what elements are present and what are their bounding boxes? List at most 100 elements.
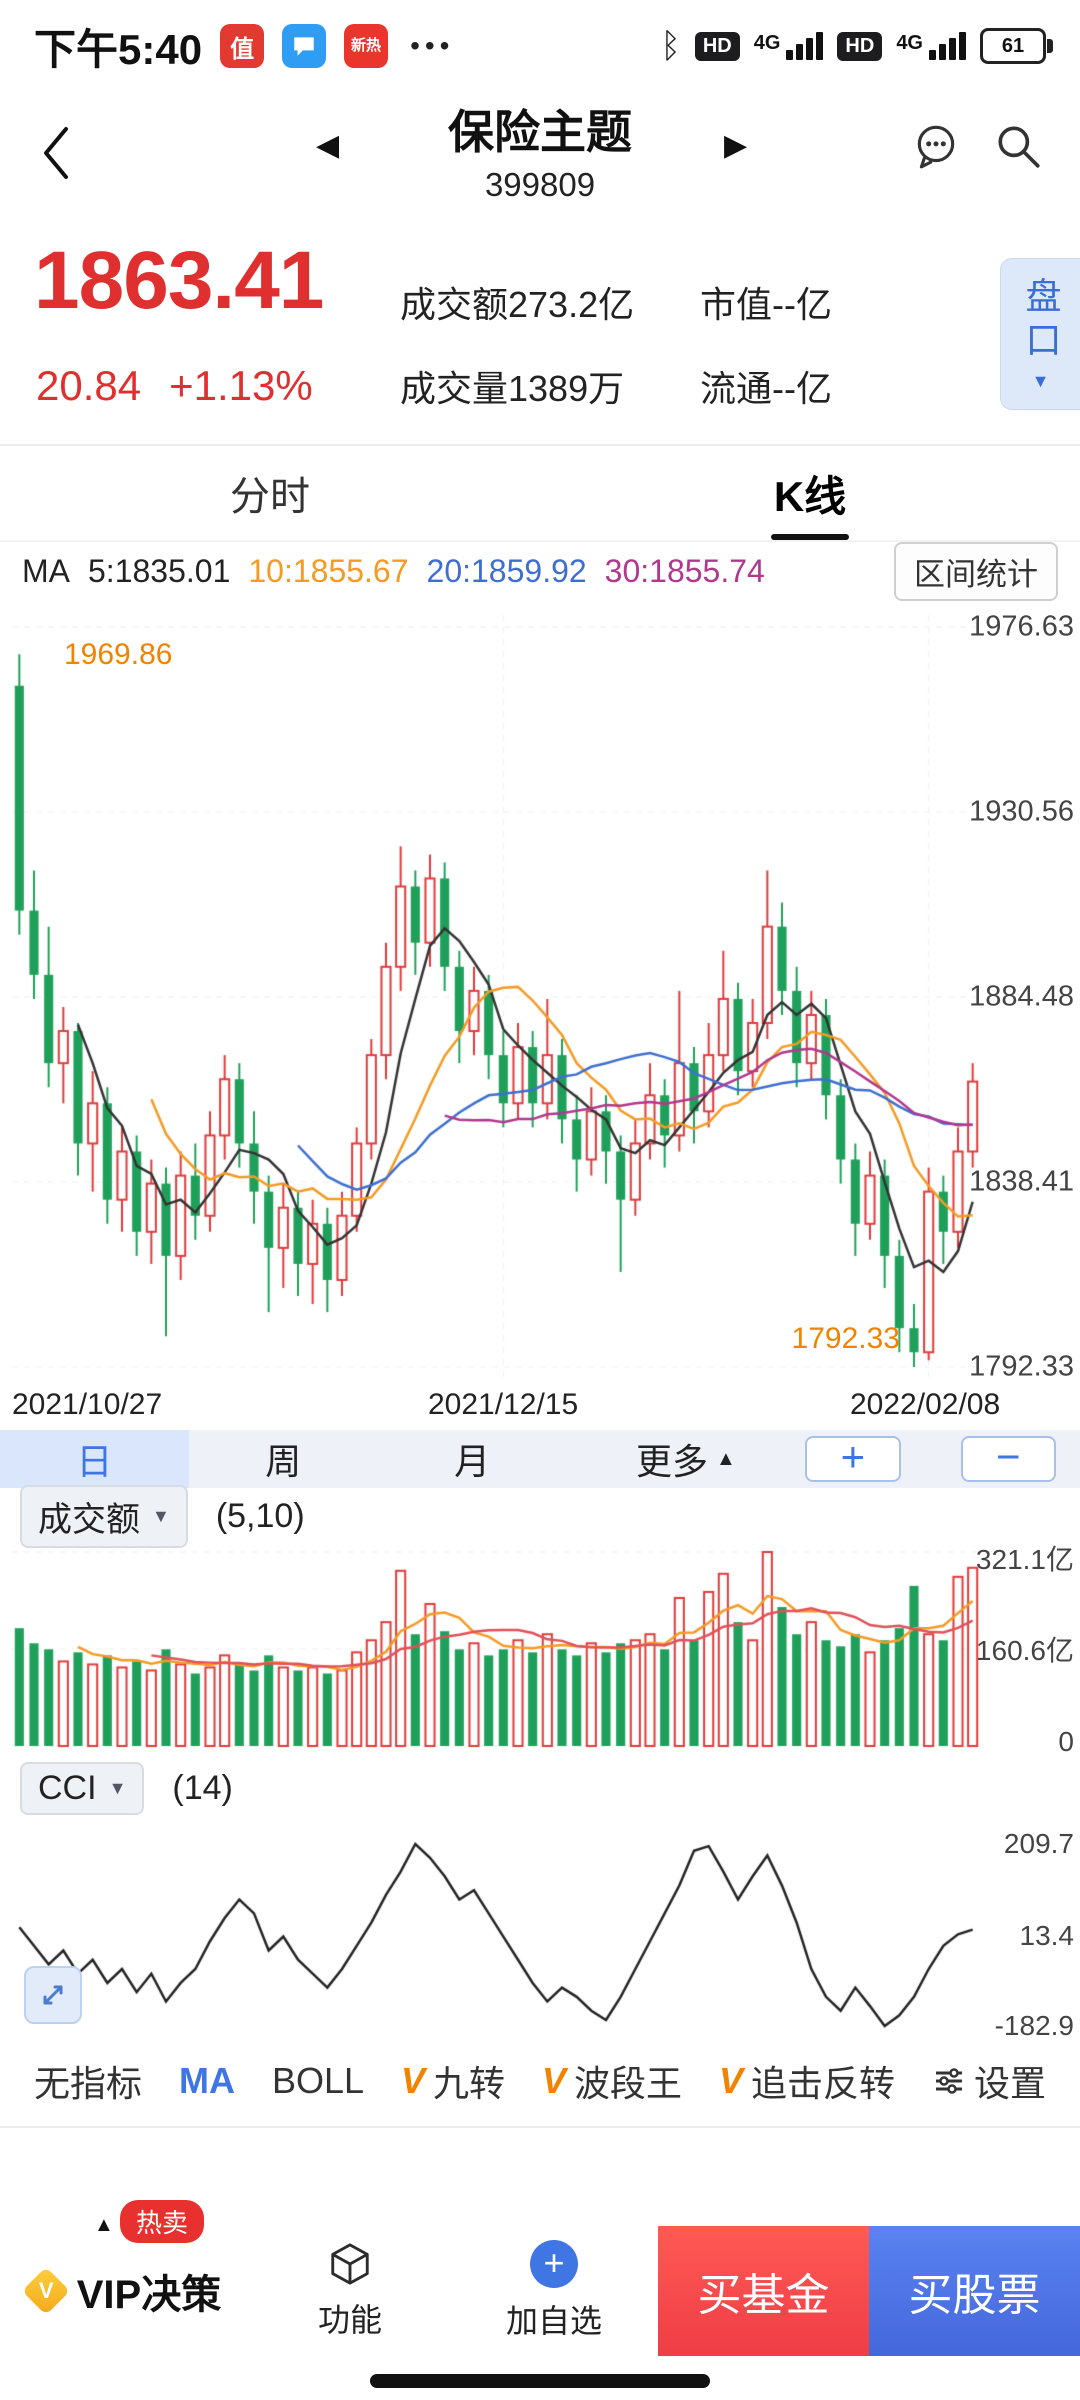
chevron-down-icon: ▼ xyxy=(152,1505,170,1526)
expand-chart-button[interactable] xyxy=(24,1966,82,2024)
chevron-down-icon: ▼ xyxy=(1031,370,1050,391)
kline-canvas[interactable] xyxy=(0,600,1080,1386)
divider xyxy=(0,2126,1080,2128)
vip-diamond-icon: V xyxy=(21,2266,70,2316)
x-label-end: 2022/02/08 xyxy=(850,1388,1001,1421)
ma20-value: 20:1859.92 xyxy=(426,552,587,589)
functions-button[interactable]: 功能 xyxy=(250,2226,450,2356)
bluetooth-icon: ᛒ xyxy=(660,26,681,66)
zoom-out-button[interactable]: − xyxy=(960,1436,1056,1482)
header: ◀ 保险主题 399809 ▶ xyxy=(0,92,1080,214)
indicator-nine-turn[interactable]: V 九转 xyxy=(400,2060,506,2104)
stock-code: 399809 xyxy=(484,166,596,203)
indicator-boll[interactable]: BOLL xyxy=(271,2060,365,2101)
vip-decision-button[interactable]: ▲ 热卖 V VIP决策 xyxy=(0,2200,250,2356)
indicator-band-king[interactable]: V 波段王 xyxy=(541,2060,683,2104)
period-month[interactable]: 月 xyxy=(454,1441,491,1482)
ma-prefix: MA xyxy=(22,552,70,589)
prev-stock-button[interactable]: ◀ xyxy=(316,129,340,162)
x-label-start: 2021/10/27 xyxy=(12,1388,163,1421)
tab-minute[interactable]: 分时 xyxy=(230,475,310,519)
cci-axis-label: 209.7 xyxy=(1003,1828,1074,1859)
tune-icon xyxy=(935,2068,962,2094)
cci-chart: 209.7 13.4 -182.9 xyxy=(0,1820,1080,2041)
period-week[interactable]: 周 xyxy=(265,1441,302,1482)
status-bar: 下午5:40 值 新热 ••• ᛒ HD 4G HD 4G 61 xyxy=(0,0,1080,92)
volume-panel-head: 成交额 ▼ (5,10) xyxy=(0,1484,1080,1548)
turnover: 成交额273.2亿 xyxy=(400,284,635,325)
hd-badge-2: HD xyxy=(837,31,883,61)
k-axis-label: 1930.56 xyxy=(969,795,1074,828)
divider xyxy=(0,444,1080,446)
indicator-ma[interactable]: MA xyxy=(178,2060,235,2101)
home-indicator[interactable] xyxy=(370,2374,710,2388)
function-cube-icon xyxy=(331,2243,369,2285)
volume-indicator-select[interactable]: 成交额 ▼ xyxy=(20,1484,188,1548)
buy-stock-button[interactable]: 买股票 xyxy=(869,2226,1080,2356)
float-cap: 流通--亿 xyxy=(700,368,832,409)
cci-axis-label: -182.9 xyxy=(994,2010,1074,2041)
back-button[interactable] xyxy=(26,114,86,192)
volume: 成交量1389万 xyxy=(400,368,625,409)
kline-chart: 1976.63 1930.56 1884.48 1838.41 1792.33 … xyxy=(0,600,1080,1386)
next-stock-button[interactable]: ▶ xyxy=(724,129,748,162)
volume-params: (5,10) xyxy=(215,1496,305,1535)
order-book-button[interactable]: 盘口 ▼ xyxy=(1000,258,1080,410)
x-label-mid: 2021/12/15 xyxy=(428,1388,579,1421)
quote-panel: 1863.41 20.84 +1.13% 成交额273.2亿 成交量1389万 … xyxy=(0,214,1080,444)
cci-canvas[interactable] xyxy=(0,1820,1080,2036)
price-change: 20.84 +1.13% xyxy=(36,362,313,410)
hot-sale-badge: 热卖 xyxy=(120,2200,205,2243)
vol-axis-label: 0 xyxy=(1058,1726,1074,1757)
indicator-settings[interactable]: 设置 xyxy=(932,2055,1046,2107)
app-badge-icon: 值 xyxy=(220,24,265,68)
k-axis-label: 1792.33 xyxy=(969,1350,1074,1383)
cci-panel-head: CCI ▼ (14) xyxy=(0,1756,1080,1820)
page-title: 保险主题 xyxy=(448,106,632,158)
plus-circle-icon: + xyxy=(530,2240,578,2288)
vol-axis-label: 321.1亿 xyxy=(975,1544,1074,1575)
share-chat-button[interactable] xyxy=(908,118,964,174)
cci-axis-label: 13.4 xyxy=(1019,1920,1075,1951)
zoom-in-button[interactable]: + xyxy=(805,1436,901,1482)
volume-chart: 321.1亿 160.6亿 0 xyxy=(0,1544,1080,1757)
change-percent: +1.13% xyxy=(169,362,313,409)
ma30-value: 30:1855.74 xyxy=(604,552,765,589)
k-axis-label: 1976.63 xyxy=(969,610,1074,643)
add-watchlist-button[interactable]: + 加自选 xyxy=(505,2240,602,2339)
ma5-value: 5:1835.01 xyxy=(88,552,231,589)
period-day[interactable]: 日 xyxy=(0,1430,189,1488)
low-annotation: 1792.33 xyxy=(791,1322,900,1355)
high-annotation: 1969.86 xyxy=(64,638,173,671)
triangle-up-icon: ▲ xyxy=(94,2214,114,2236)
ma10-value: 10:1855.67 xyxy=(248,552,409,589)
chart-tabs: 分时 K线 xyxy=(0,446,1080,542)
chevron-down-icon: ▼ xyxy=(108,1777,127,1798)
market-cap: 市值--亿 xyxy=(700,284,832,325)
indicator-none[interactable]: 无指标 xyxy=(34,2063,143,2104)
cci-params: (14) xyxy=(172,1768,233,1807)
indicator-chase-reverse[interactable]: V 追击反转 xyxy=(718,2060,896,2104)
hd-badge: HD xyxy=(694,31,740,61)
title-block: 保险主题 399809 xyxy=(240,96,840,204)
battery-icon: 61 xyxy=(980,28,1053,64)
cci-indicator-select[interactable]: CCI ▼ xyxy=(20,1761,145,1815)
chat-app-icon xyxy=(282,24,327,68)
clock: 下午5:40 xyxy=(34,25,203,73)
bottom-bar: ▲ 热卖 V VIP决策 功能 + 加自选 买基金 买股票 xyxy=(0,2200,1080,2356)
change-value: 20.84 xyxy=(36,362,142,409)
v-icon: V xyxy=(541,2060,566,2101)
period-more[interactable]: 更多 ▲ xyxy=(635,1441,736,1482)
range-stats-button[interactable]: 区间统计 xyxy=(894,541,1058,601)
k-axis-label: 1838.41 xyxy=(969,1165,1074,1198)
signal-icon-2: 4G xyxy=(896,32,966,60)
last-price: 1863.41 xyxy=(34,235,324,326)
buy-fund-button[interactable]: 买基金 xyxy=(658,2226,869,2356)
v-icon: V xyxy=(718,2060,743,2101)
tab-kline[interactable]: K线 xyxy=(540,446,1080,540)
search-icon[interactable] xyxy=(990,118,1046,174)
volume-canvas[interactable] xyxy=(0,1544,1080,1756)
period-bar: 日 周 月 更多 ▲ + − xyxy=(0,1430,1080,1488)
indicator-bar: 无指标 MA BOLL V 九转 V 波段王 V 追击反转 设置 xyxy=(0,2042,1080,2120)
